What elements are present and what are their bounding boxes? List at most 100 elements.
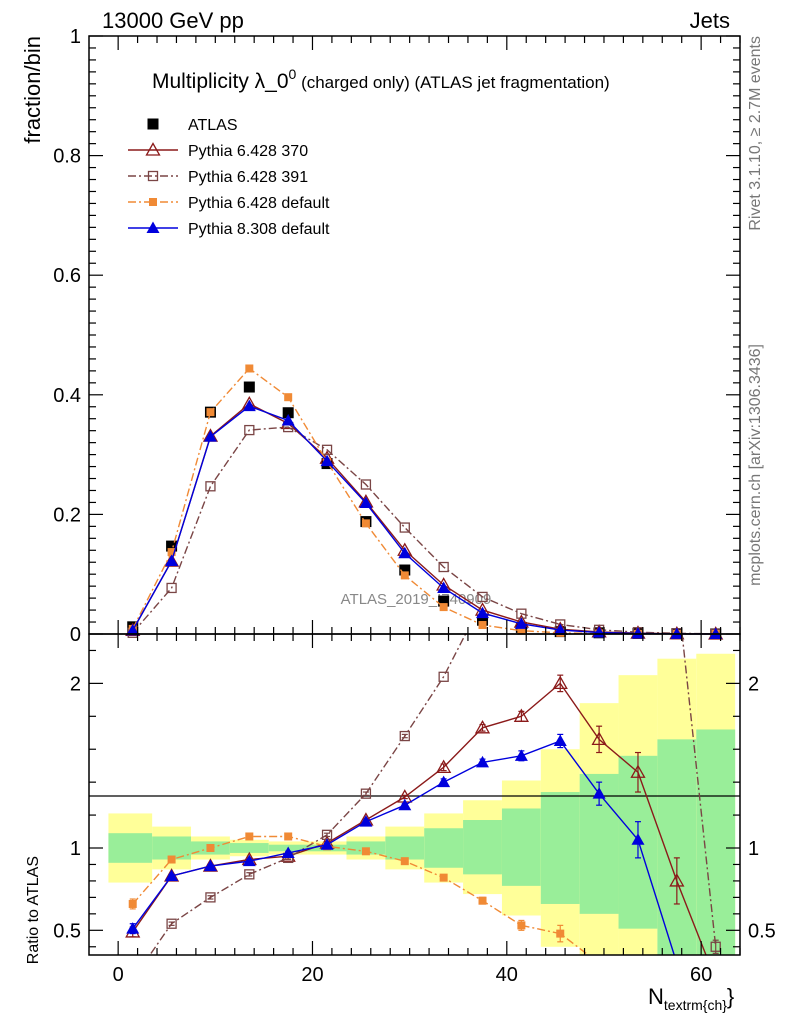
x-tick-label-60: 60 — [690, 964, 712, 986]
ratio-point-0-11 — [552, 675, 568, 690]
series-line-4 — [132, 405, 716, 635]
legend-item-1: Pythia 6.428 370 — [128, 142, 308, 160]
ratio-point-3-11 — [553, 734, 567, 746]
point-4-15 — [709, 627, 723, 639]
point-0-4 — [282, 407, 294, 419]
x-axis-label-sub: textrm{ch} — [664, 997, 727, 1013]
ratio-line-3 — [132, 740, 675, 955]
band-inner-14 — [657, 739, 697, 955]
legend-marker-3 — [149, 198, 157, 206]
ratio-point-2-10 — [517, 921, 526, 930]
legend-label-3: Pythia 6.428 default — [188, 195, 330, 212]
ratio-y-tick-label-l-0: 0.5 — [53, 920, 81, 942]
ratio-y-tick-label-r-0: 0.5 — [748, 920, 776, 942]
legend-marker-2 — [147, 170, 159, 182]
ratio-y-tick-label-l-2: 2 — [70, 673, 81, 695]
ratio-line-0 — [132, 682, 707, 955]
ratio-point-2-2 — [206, 844, 215, 852]
ratio-y-tick-label-r-1: 1 — [748, 838, 759, 860]
ratio-point-2-12 — [595, 959, 603, 967]
ratio-point-3-5 — [320, 838, 334, 850]
point-2-1 — [166, 582, 177, 594]
point-4-0 — [126, 623, 140, 636]
point-4-10 — [514, 617, 528, 629]
ratio-point-2-1 — [167, 855, 176, 864]
ratio-point-1-2 — [205, 892, 216, 903]
x-axis-label-tail: } — [727, 984, 734, 1009]
point-4-3 — [242, 399, 256, 412]
ratio-point-3-1 — [165, 869, 179, 881]
ratio-y-tick-label-r-2: 2 — [748, 673, 759, 695]
ratio-frame — [88, 633, 741, 956]
legend-item-3: Pythia 6.428 default — [128, 195, 330, 212]
point-3-3 — [245, 364, 254, 373]
point-0-1 — [166, 540, 178, 552]
x-tick-label-0: 0 — [113, 964, 124, 986]
ratio-series-1 — [149, 634, 721, 955]
chart-title-rest: (charged only) (ATLAS jet fragmentation) — [296, 73, 609, 92]
ratio-point-3-10 — [514, 749, 528, 761]
header-right: Jets — [690, 8, 730, 33]
ratio-point-2-3 — [245, 832, 254, 841]
band-inner-8 — [424, 828, 464, 868]
ratio-series — [125, 634, 721, 969]
legend-label-2: Pythia 6.428 391 — [188, 169, 308, 186]
band-inner-10 — [501, 808, 541, 886]
watermark: ATLAS_2019_I740909 — [341, 591, 492, 608]
legend: ATLAS Pythia 6.428 370 Pythia 6.428 391 Pyt… — [128, 117, 330, 238]
point-2-8 — [438, 561, 449, 573]
ratio-y-tick-label-l-1: 1 — [70, 838, 81, 860]
legend-marker-1 — [145, 142, 161, 156]
point-4-9 — [476, 606, 490, 619]
point-4-1 — [165, 554, 179, 567]
legend-item-0: ATLAS — [147, 117, 238, 134]
ratio-point-1-1 — [166, 918, 177, 929]
chart-title: Multiplicity λ_00 (charged only) (ATLAS … — [152, 66, 610, 93]
y-tick-label-2: 0.4 — [53, 385, 81, 407]
ratio-point-3-13 — [631, 833, 645, 845]
legend-label-4: Pythia 8.308 default — [188, 221, 330, 238]
x-axis-label-main: N — [648, 984, 664, 1009]
series-line-2 — [132, 426, 716, 635]
ratio-point-3-12 — [592, 787, 606, 799]
legend-marker-4 — [146, 221, 160, 233]
band-inner-9 — [463, 820, 502, 875]
ratio-point-1-15 — [710, 941, 721, 952]
legend-item-2: Pythia 6.428 391 — [128, 169, 308, 186]
ratio-point-3-6 — [359, 815, 373, 827]
ratio-point-3-14 — [670, 957, 683, 969]
band-inner-0 — [108, 833, 153, 863]
ratio-point-0-8 — [436, 759, 452, 773]
band-inner-11 — [540, 792, 580, 904]
point-4-2 — [203, 430, 217, 442]
point-4-13 — [631, 627, 645, 639]
ratio-point-3-0 — [126, 922, 140, 934]
point-2-6 — [360, 479, 372, 490]
main-frame — [88, 35, 741, 635]
y-tick-label-3: 0.6 — [53, 265, 81, 287]
point-3-8 — [439, 603, 448, 612]
ratio-series-3 — [126, 733, 683, 969]
ratio-point-0-10 — [513, 708, 529, 722]
ratio-point-2-6 — [361, 847, 370, 856]
point-4-7 — [398, 546, 412, 559]
axes: 0 20 40 60 0 0.2 0.4 0.6 0.8 1 0.5 0.5 1 1 2 2 — [53, 26, 776, 986]
point-4-8 — [437, 581, 451, 593]
point-3-2 — [206, 408, 215, 417]
point-4-5 — [320, 454, 334, 467]
point-4-4 — [281, 414, 295, 426]
ratio-point-3-8 — [437, 775, 451, 788]
point-4-6 — [359, 496, 373, 509]
legend-marker-0 — [147, 118, 159, 130]
x-tick-label-20: 20 — [301, 964, 323, 986]
ratio-point-2-8 — [439, 873, 448, 882]
point-3-6 — [361, 519, 370, 528]
point-0-7 — [399, 564, 411, 576]
ratio-y-axis-label: Ratio to ATLAS — [25, 856, 42, 964]
legend-label-0: ATLAS — [188, 117, 238, 134]
ratio-point-2-9 — [478, 896, 487, 905]
y-tick-label-0: 0 — [70, 624, 81, 646]
point-2-5 — [321, 444, 333, 455]
side-text-bottom: mcplots.cern.ch [arXiv:1306.3436] — [747, 344, 764, 586]
y-tick-label-1: 0.2 — [53, 504, 81, 526]
